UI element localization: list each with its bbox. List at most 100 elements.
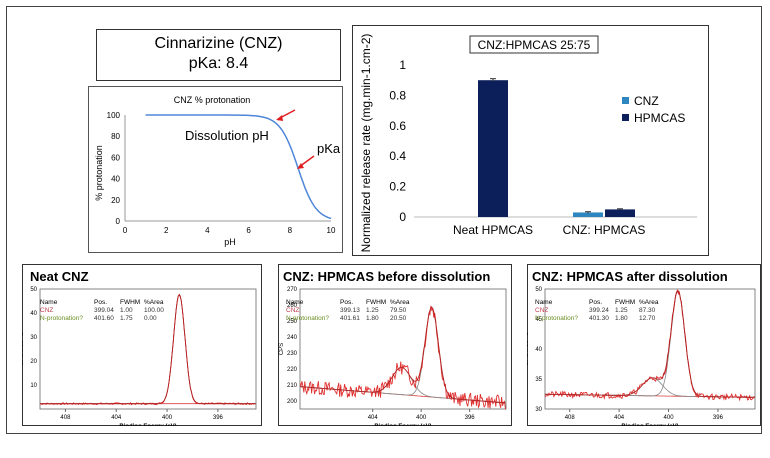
xps-table-cell: 401.30 bbox=[589, 315, 609, 322]
xps-table-header: %Area bbox=[390, 299, 410, 306]
title-box: Cinnarizine (CNZ) pKa: 8.4 bbox=[96, 29, 341, 81]
xps-x-tick: 396 bbox=[713, 415, 724, 421]
xps-y-tick: 260 bbox=[287, 303, 298, 309]
release-rate-y-tick: 0.2 bbox=[389, 180, 406, 194]
protonation-y-tick: 20 bbox=[111, 196, 120, 205]
xps-table-cell: 87.30 bbox=[639, 307, 656, 314]
xps-x-tick: 400 bbox=[416, 415, 427, 421]
xps-plot-area bbox=[299, 288, 507, 410]
protonation-y-tick: 60 bbox=[111, 153, 120, 162]
xps-x-tick: 400 bbox=[664, 415, 675, 421]
xps-before-chart: CNZ: HPMCAS before dissolution 404 400 396… bbox=[279, 269, 507, 426]
release-rate-ylabel: Normalized release rate (mg.min-1.cm-2) bbox=[359, 34, 373, 253]
xps-table-header: Name bbox=[40, 299, 58, 306]
xps-x-tick: 408 bbox=[60, 415, 71, 421]
xps-table-cell: 1.75 bbox=[120, 315, 133, 322]
xps-table-cell: 1.25 bbox=[366, 307, 379, 314]
xps-table-cell: 1.25 bbox=[615, 307, 628, 314]
xps-neat-panel bbox=[22, 264, 262, 426]
xps-before-title: CNZ: HPMCAS before dissolution bbox=[283, 269, 490, 284]
xps-table-cell: 0.00 bbox=[144, 315, 157, 322]
title-line2: pKa: 8.4 bbox=[188, 55, 249, 72]
xps-table-cell: 401.60 bbox=[94, 315, 114, 322]
protonation-title-label: CNZ % protonation bbox=[174, 95, 251, 105]
xps-table-cell: CNZ bbox=[286, 307, 299, 314]
xps-y-tick: 35 bbox=[535, 377, 542, 383]
legend-cnz-swatch bbox=[622, 97, 629, 104]
xps-x-tick: 404 bbox=[368, 415, 379, 421]
xps-table-header: %Area bbox=[144, 299, 164, 306]
xps-y-tick: 10 bbox=[30, 383, 37, 389]
xps-table-cell: 401.61 bbox=[340, 315, 360, 322]
protonation-x-tick: 4 bbox=[205, 226, 210, 235]
xps-x-tick: 396 bbox=[213, 415, 224, 421]
xps-xlabel: Binding Energy (eV) bbox=[374, 424, 431, 426]
xps-table-cell: N-protonation? bbox=[535, 315, 578, 322]
release-rate-title: CNZ:HPMCAS 25:75 bbox=[478, 38, 591, 52]
release-rate-y-tick: 1 bbox=[399, 58, 406, 72]
protonation-ylabel: % protonation bbox=[94, 145, 104, 201]
dissolution-ph-label: Dissolution pH bbox=[185, 128, 269, 143]
xps-table-cell: 20.50 bbox=[390, 315, 407, 322]
xps-y-tick: 240 bbox=[287, 335, 298, 341]
xps-table-cell: 100.00 bbox=[144, 307, 164, 314]
xps-table-header: FWHM bbox=[615, 299, 635, 306]
xps-table-header: Name bbox=[535, 299, 553, 306]
protonation-x-tick: 0 bbox=[123, 226, 128, 235]
xps-y-tick: 50 bbox=[535, 287, 542, 293]
xps-table-header: %Area bbox=[639, 299, 659, 306]
xps-y-tick: 30 bbox=[30, 335, 37, 341]
title-line1: Cinnarizine (CNZ) bbox=[154, 35, 283, 52]
release-rate-bar bbox=[478, 80, 508, 217]
xps-table-cell: 12.70 bbox=[639, 315, 656, 322]
xps-before-panel bbox=[278, 264, 512, 426]
xps-table-cell: 1.00 bbox=[120, 307, 133, 314]
xps-table-header: FWHM bbox=[366, 299, 386, 306]
xps-ylabel: CPS bbox=[279, 343, 285, 355]
xps-ylabel: CPS x 10^-1 bbox=[527, 332, 530, 366]
release-rate-y-tick: 0.4 bbox=[389, 149, 406, 163]
xps-table-cell: N-protonation? bbox=[286, 315, 329, 322]
protonation-x-tick: 8 bbox=[288, 226, 293, 235]
xps-y-tick: 210 bbox=[287, 383, 298, 389]
xps-x-tick: 404 bbox=[614, 415, 625, 421]
figure-frame bbox=[6, 6, 762, 434]
xps-x-tick: 404 bbox=[111, 415, 122, 421]
protonation-x-tick: 6 bbox=[246, 226, 251, 235]
release-rate-x-tick: Neat HPMCAS bbox=[453, 223, 533, 237]
xps-y-tick: 220 bbox=[287, 367, 298, 373]
xps-x-tick: 400 bbox=[162, 415, 173, 421]
xps-table-cell: CNZ bbox=[535, 307, 548, 314]
release-rate-bar bbox=[573, 212, 603, 217]
release-rate-y-tick: 0.8 bbox=[389, 88, 406, 102]
pka-label: pKa bbox=[317, 141, 341, 156]
dissolution-ph-arrowhead bbox=[276, 115, 283, 121]
xps-table-cell: 79.50 bbox=[390, 307, 407, 314]
xps-neat-title: Neat CNZ bbox=[30, 269, 89, 284]
xps-y-tick: 40 bbox=[30, 311, 37, 317]
xps-plot-area bbox=[39, 288, 257, 410]
xps-after-panel bbox=[527, 264, 761, 426]
protonation-x-tick: 2 bbox=[164, 226, 169, 235]
release-rate-y-tick: 0.6 bbox=[389, 119, 406, 133]
xps-y-tick: 50 bbox=[30, 287, 37, 293]
xps-table-header: Name bbox=[286, 299, 304, 306]
xps-y-tick: 20 bbox=[30, 359, 37, 365]
xps-xlabel: Binding Energy (eV) bbox=[119, 424, 176, 426]
protonation-xlabel: pH bbox=[224, 237, 236, 247]
protonation-y-tick: 40 bbox=[111, 175, 120, 184]
xps-xlabel: Binding Energy (eV) bbox=[621, 424, 678, 426]
xps-y-tick: 45 bbox=[535, 317, 542, 323]
xps-ylabel: CPS x 10^-1 bbox=[22, 332, 25, 366]
protonation-curve bbox=[145, 114, 332, 220]
xps-table-cell: 1.80 bbox=[366, 315, 379, 322]
xps-table-header: Pos. bbox=[94, 299, 107, 306]
xps-fit-envelope bbox=[545, 290, 755, 398]
xps-after-title: CNZ: HPMCAS after dissolution bbox=[532, 269, 728, 284]
xps-y-tick: 270 bbox=[287, 287, 298, 293]
xps-plot-area bbox=[544, 288, 756, 410]
xps-x-tick: 408 bbox=[565, 415, 576, 421]
xps-neat-chart: Neat CNZ 408 404 400 396 10 20 30 40 50 Binding E… bbox=[22, 269, 257, 426]
protonation-y-tick: 100 bbox=[107, 111, 121, 120]
